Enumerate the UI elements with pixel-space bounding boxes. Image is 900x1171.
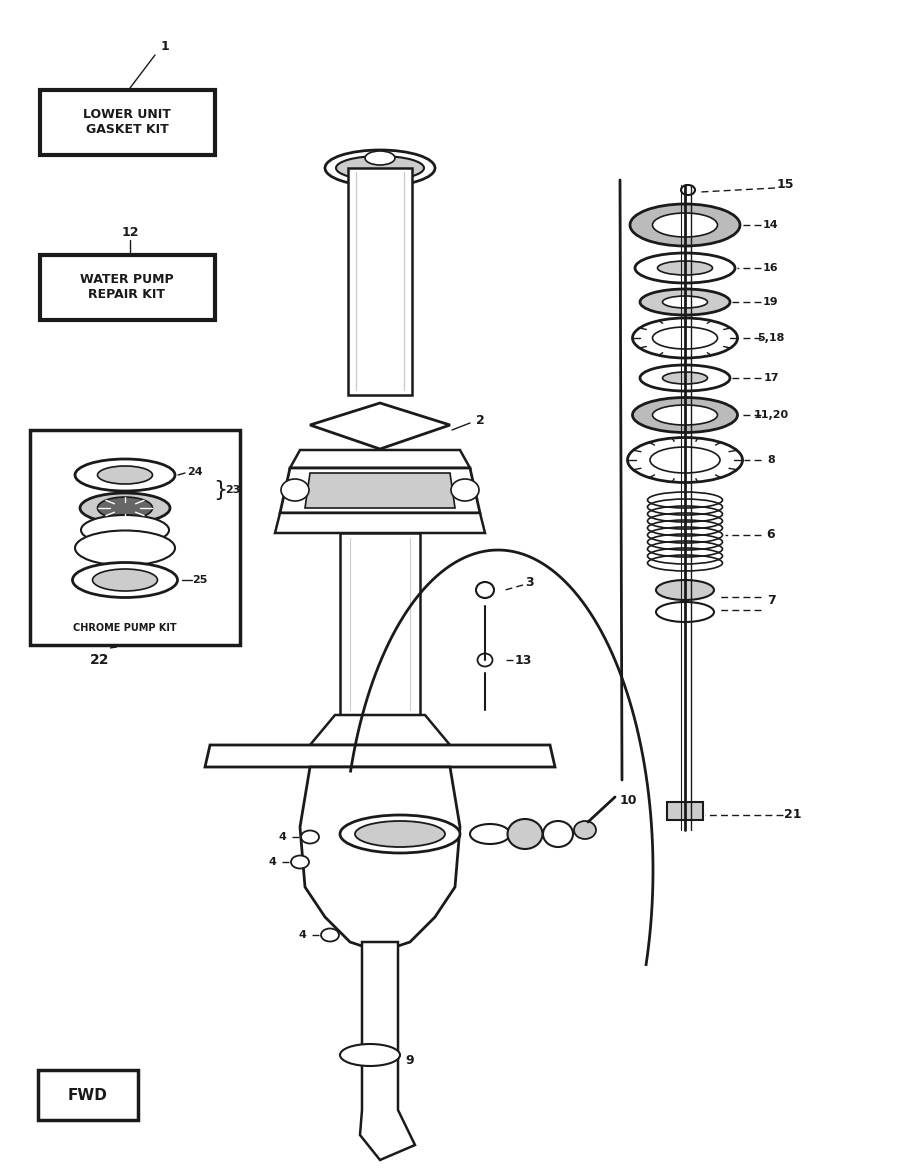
Ellipse shape (574, 821, 596, 838)
Text: 19: 19 (763, 297, 778, 307)
Polygon shape (360, 941, 415, 1160)
Ellipse shape (336, 156, 424, 180)
Ellipse shape (365, 151, 395, 165)
Polygon shape (310, 403, 450, 448)
Ellipse shape (291, 856, 309, 869)
Text: 7: 7 (767, 594, 776, 607)
Ellipse shape (652, 405, 717, 425)
Text: 21: 21 (784, 808, 802, 822)
Text: 4: 4 (268, 857, 276, 867)
Text: 4: 4 (298, 930, 306, 940)
Text: 12: 12 (122, 226, 139, 239)
Text: 6: 6 (767, 528, 775, 541)
Ellipse shape (650, 447, 720, 473)
Ellipse shape (652, 213, 717, 237)
Bar (667, 802, 703, 820)
Ellipse shape (652, 327, 717, 349)
Bar (40, 90, 215, 155)
Text: 22: 22 (90, 653, 110, 667)
Text: 9: 9 (406, 1054, 414, 1067)
Ellipse shape (658, 261, 713, 275)
Text: LOWER UNIT
GASKET KIT: LOWER UNIT GASKET KIT (83, 108, 171, 136)
Ellipse shape (325, 150, 435, 186)
Polygon shape (280, 468, 480, 513)
Polygon shape (205, 745, 555, 767)
Text: 3: 3 (526, 575, 535, 589)
Text: 24: 24 (187, 467, 202, 477)
Ellipse shape (301, 830, 319, 843)
Ellipse shape (630, 204, 740, 246)
Ellipse shape (635, 253, 735, 283)
Ellipse shape (451, 479, 479, 501)
Ellipse shape (478, 653, 492, 666)
Ellipse shape (476, 582, 494, 598)
Ellipse shape (97, 466, 152, 484)
Polygon shape (290, 450, 470, 468)
Polygon shape (310, 715, 450, 745)
Text: 23: 23 (225, 485, 240, 495)
Ellipse shape (93, 569, 158, 591)
Bar (40, 255, 215, 320)
Ellipse shape (640, 365, 730, 391)
Text: 15: 15 (776, 178, 794, 192)
Ellipse shape (281, 479, 309, 501)
Ellipse shape (97, 497, 152, 519)
Ellipse shape (80, 493, 170, 523)
Text: 11,20: 11,20 (753, 410, 788, 420)
Text: 5,18: 5,18 (757, 333, 785, 343)
Polygon shape (340, 533, 420, 715)
Text: 13: 13 (514, 653, 532, 666)
Text: 10: 10 (619, 794, 637, 807)
Polygon shape (275, 513, 485, 533)
Text: 25: 25 (193, 575, 208, 586)
Ellipse shape (340, 815, 460, 852)
Ellipse shape (73, 562, 177, 597)
Text: CHROME PUMP KIT: CHROME PUMP KIT (73, 623, 176, 634)
Polygon shape (348, 167, 412, 395)
Text: 1: 1 (160, 41, 169, 54)
Bar (38, 1070, 138, 1119)
Text: 16: 16 (763, 263, 778, 273)
Text: WATER PUMP
REPAIR KIT: WATER PUMP REPAIR KIT (80, 273, 174, 301)
Ellipse shape (340, 1045, 400, 1066)
Text: }: } (213, 480, 227, 500)
Ellipse shape (627, 438, 742, 482)
Ellipse shape (656, 580, 714, 600)
Ellipse shape (355, 821, 445, 847)
Ellipse shape (470, 824, 510, 844)
Ellipse shape (681, 185, 695, 196)
Polygon shape (300, 767, 460, 952)
Ellipse shape (633, 397, 737, 432)
Ellipse shape (321, 929, 339, 941)
Polygon shape (305, 473, 455, 508)
Ellipse shape (662, 372, 707, 384)
Ellipse shape (75, 530, 175, 566)
Ellipse shape (543, 821, 573, 847)
Text: FWD: FWD (68, 1088, 108, 1103)
Ellipse shape (633, 319, 737, 358)
Text: 4: 4 (278, 833, 286, 842)
Ellipse shape (508, 819, 543, 849)
Ellipse shape (656, 602, 714, 622)
Text: 17: 17 (763, 374, 778, 383)
Text: 14: 14 (763, 220, 778, 230)
Text: 8: 8 (767, 456, 775, 465)
Bar (30, 430, 240, 645)
Text: 2: 2 (475, 413, 484, 426)
Ellipse shape (662, 296, 707, 308)
Ellipse shape (75, 459, 175, 491)
Ellipse shape (81, 515, 169, 545)
Ellipse shape (640, 289, 730, 315)
